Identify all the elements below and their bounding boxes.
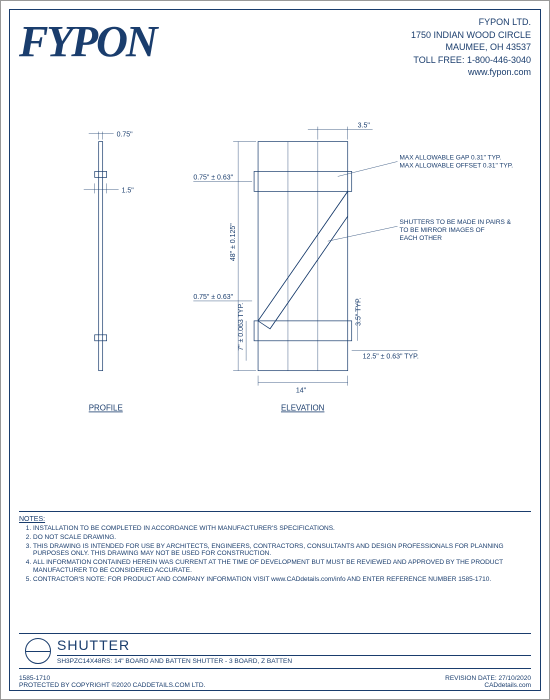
footer-right: REVISION DATE: 27/10/2020 CADdetails.com [445,675,531,689]
notes-title: NOTES: [19,516,531,523]
dim-elev-topw: 3.5" [358,123,371,130]
dim-rail2: 0.75" ± 0.63" [193,294,233,301]
company-addr1: 1750 INDIAN WOOD CIRCLE [411,29,531,42]
header: FYPON FYPON LTD. 1750 INDIAN WOOD CIRCLE… [19,16,531,79]
dim-stile: 7" ± 0.063 TYP. [238,303,245,351]
dim-bottom-ext: 12.5" ± 0.63" TYP. [363,354,419,361]
note-pairs1: SHUTTERS TO BE MADE IN PAIRS & [400,219,512,226]
note-item: INSTALLATION TO BE COMPLETED IN ACCORDAN… [33,525,531,533]
company-name: FYPON LTD. [411,16,531,29]
note-item: DO NOT SCALE DRAWING. [33,534,531,542]
dim-side: 3.5" TYP. [356,297,363,326]
note-gap: MAX ALLOWABLE GAP 0.31" TYP. [400,154,502,161]
company-tollfree: TOLL FREE: 1-800-446-3040 [411,54,531,67]
note-item: THIS DRAWING IS INTENDED FOR USE BY ARCH… [33,543,531,559]
note-pairs2: TO BE MIRROR IMAGES OF [400,227,485,234]
footer: 1585-1710 PROTECTED BY COPYRIGHT ©2020 C… [19,675,531,689]
page: FYPON FYPON LTD. 1750 INDIAN WOOD CIRCLE… [0,0,550,700]
technical-drawing: 0.75" 1.5" PROFILE [19,101,531,471]
company-info: FYPON LTD. 1750 INDIAN WOOD CIRCLE MAUME… [411,16,531,79]
elevation-view: 3.5" 48" ± 0.125" 0.75" ± 0.63" 0.75" ± … [193,123,513,413]
profile-label: PROFILE [89,404,123,413]
dim-profile-flange: 1.5" [122,187,135,194]
note-item: CONTRACTOR'S NOTE: FOR PRODUCT AND COMPA… [33,576,531,584]
footer-left: 1585-1710 PROTECTED BY COPYRIGHT ©2020 C… [19,675,205,689]
note-offset: MAX ALLOWABLE OFFSET 0.31" TYP. [400,162,514,169]
footer-revision: REVISION DATE: 27/10/2020 [445,675,531,682]
footer-copyright: PROTECTED BY COPYRIGHT ©2020 CADDETAILS.… [19,682,205,689]
title-text: SHUTTER SH3PZC14X48RS: 14" BOARD AND BAT… [57,637,531,665]
note-pairs3: EACH OTHER [400,235,443,242]
title-sub: SH3PZC14X48RS: 14" BOARD AND BATTEN SHUT… [57,655,531,665]
dim-bottom-w: 14" [296,388,307,395]
footer-site: CADdetails.com [484,682,531,689]
profile-view: 0.75" 1.5" PROFILE [84,132,135,413]
dim-elev-height: 48" ± 0.125" [230,223,237,261]
title-block: SHUTTER SH3PZC14X48RS: 14" BOARD AND BAT… [19,633,531,669]
notes-section: NOTES: INSTALLATION TO BE COMPLETED IN A… [19,511,531,585]
company-addr2: MAUMEE, OH 43537 [411,41,531,54]
logo: FYPON [19,16,156,79]
elevation-label: ELEVATION [281,404,325,413]
dim-profile-top: 0.75" [117,132,134,139]
dim-rail1: 0.75" ± 0.63" [193,174,233,181]
title-main: SHUTTER [57,637,531,653]
company-website: www.fypon.com [411,66,531,79]
footer-ref: 1585-1710 [19,675,205,682]
drawing-area: 0.75" 1.5" PROFILE [19,101,531,471]
detail-marker-icon [25,638,51,664]
note-item: ALL INFORMATION CONTAINED HEREIN WAS CUR… [33,559,531,575]
notes-list: INSTALLATION TO BE COMPLETED IN ACCORDAN… [19,525,531,584]
